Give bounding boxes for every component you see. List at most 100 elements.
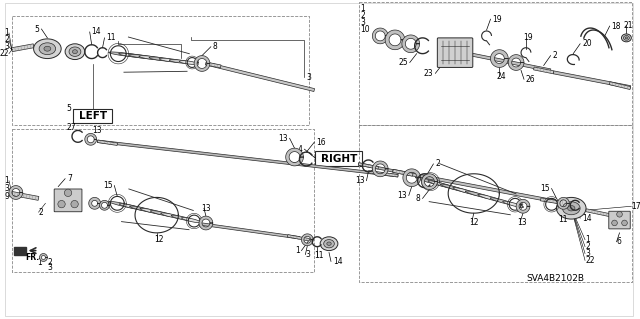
Text: 3: 3 xyxy=(47,263,52,272)
Ellipse shape xyxy=(44,46,51,51)
Text: 1: 1 xyxy=(36,258,42,267)
Polygon shape xyxy=(541,198,566,205)
Text: 23: 23 xyxy=(424,69,433,78)
Polygon shape xyxy=(301,234,313,246)
Polygon shape xyxy=(97,140,118,145)
Ellipse shape xyxy=(109,201,141,209)
Circle shape xyxy=(621,220,627,226)
Text: 2: 2 xyxy=(552,51,557,60)
Ellipse shape xyxy=(557,197,586,219)
Polygon shape xyxy=(14,247,26,255)
Text: 3: 3 xyxy=(360,18,365,26)
Text: 2: 2 xyxy=(47,258,52,267)
Text: 15: 15 xyxy=(103,181,113,190)
Circle shape xyxy=(617,211,622,217)
Ellipse shape xyxy=(118,53,151,58)
Polygon shape xyxy=(358,163,393,172)
Ellipse shape xyxy=(129,55,159,59)
Ellipse shape xyxy=(415,177,453,188)
Ellipse shape xyxy=(324,240,334,248)
FancyBboxPatch shape xyxy=(54,189,82,212)
Ellipse shape xyxy=(109,52,144,57)
Ellipse shape xyxy=(139,56,166,60)
Ellipse shape xyxy=(170,59,189,63)
Text: 14: 14 xyxy=(333,257,342,266)
Text: 26: 26 xyxy=(526,75,536,84)
Polygon shape xyxy=(287,234,310,241)
Text: 18: 18 xyxy=(612,22,621,31)
Polygon shape xyxy=(586,209,610,217)
Text: 10: 10 xyxy=(360,25,370,33)
FancyBboxPatch shape xyxy=(437,38,473,67)
Circle shape xyxy=(612,220,618,226)
Text: 1: 1 xyxy=(295,246,300,255)
Text: 1: 1 xyxy=(4,176,9,185)
Polygon shape xyxy=(285,148,303,166)
Text: 8: 8 xyxy=(416,194,420,203)
Ellipse shape xyxy=(69,47,81,56)
Text: 15: 15 xyxy=(540,184,550,193)
Polygon shape xyxy=(199,216,213,230)
Ellipse shape xyxy=(159,58,182,62)
Text: 13: 13 xyxy=(93,126,102,135)
Ellipse shape xyxy=(320,237,338,251)
Ellipse shape xyxy=(149,57,174,61)
Polygon shape xyxy=(194,56,210,71)
Ellipse shape xyxy=(621,34,631,42)
Polygon shape xyxy=(85,133,97,145)
Text: 5: 5 xyxy=(66,104,71,113)
Text: 14: 14 xyxy=(582,214,592,223)
Ellipse shape xyxy=(161,213,184,219)
Text: 17: 17 xyxy=(631,202,640,211)
Polygon shape xyxy=(508,55,524,70)
Polygon shape xyxy=(205,62,221,68)
Polygon shape xyxy=(609,82,630,90)
Text: 1: 1 xyxy=(585,235,590,244)
Text: 12: 12 xyxy=(469,218,479,226)
Text: 19: 19 xyxy=(493,15,502,24)
Text: 6: 6 xyxy=(616,237,621,246)
Ellipse shape xyxy=(490,198,513,205)
Polygon shape xyxy=(422,174,437,189)
Ellipse shape xyxy=(428,181,463,191)
Ellipse shape xyxy=(327,242,332,245)
Polygon shape xyxy=(89,197,100,209)
Ellipse shape xyxy=(171,215,192,221)
Text: 1: 1 xyxy=(360,4,365,13)
Ellipse shape xyxy=(440,184,474,194)
Text: 7: 7 xyxy=(67,174,72,183)
Polygon shape xyxy=(403,169,420,187)
Text: 12: 12 xyxy=(154,235,163,244)
Text: 22: 22 xyxy=(585,256,595,265)
Text: 19: 19 xyxy=(523,33,532,42)
Polygon shape xyxy=(100,200,109,210)
Polygon shape xyxy=(205,62,315,92)
Polygon shape xyxy=(40,254,47,261)
Text: 11: 11 xyxy=(106,33,116,42)
Polygon shape xyxy=(534,67,554,74)
Text: 25: 25 xyxy=(398,58,408,67)
Ellipse shape xyxy=(478,194,504,202)
Text: 4: 4 xyxy=(298,145,303,154)
Text: 2: 2 xyxy=(360,11,365,20)
Polygon shape xyxy=(12,191,39,200)
Polygon shape xyxy=(358,163,378,169)
Text: 1: 1 xyxy=(4,28,9,37)
Polygon shape xyxy=(372,28,388,44)
Text: 21: 21 xyxy=(623,21,633,30)
Ellipse shape xyxy=(65,44,84,60)
Polygon shape xyxy=(201,223,300,239)
Polygon shape xyxy=(393,169,566,205)
Text: 13: 13 xyxy=(278,134,287,143)
Ellipse shape xyxy=(130,206,159,213)
Text: 3: 3 xyxy=(585,249,590,258)
FancyBboxPatch shape xyxy=(609,211,630,229)
Polygon shape xyxy=(557,197,570,209)
Ellipse shape xyxy=(39,43,56,55)
Ellipse shape xyxy=(179,61,197,64)
Text: 2: 2 xyxy=(585,242,590,251)
Text: 13: 13 xyxy=(355,176,364,185)
Text: LEFT: LEFT xyxy=(79,111,107,121)
Text: RIGHT: RIGHT xyxy=(321,153,357,164)
Text: 16: 16 xyxy=(316,138,326,147)
